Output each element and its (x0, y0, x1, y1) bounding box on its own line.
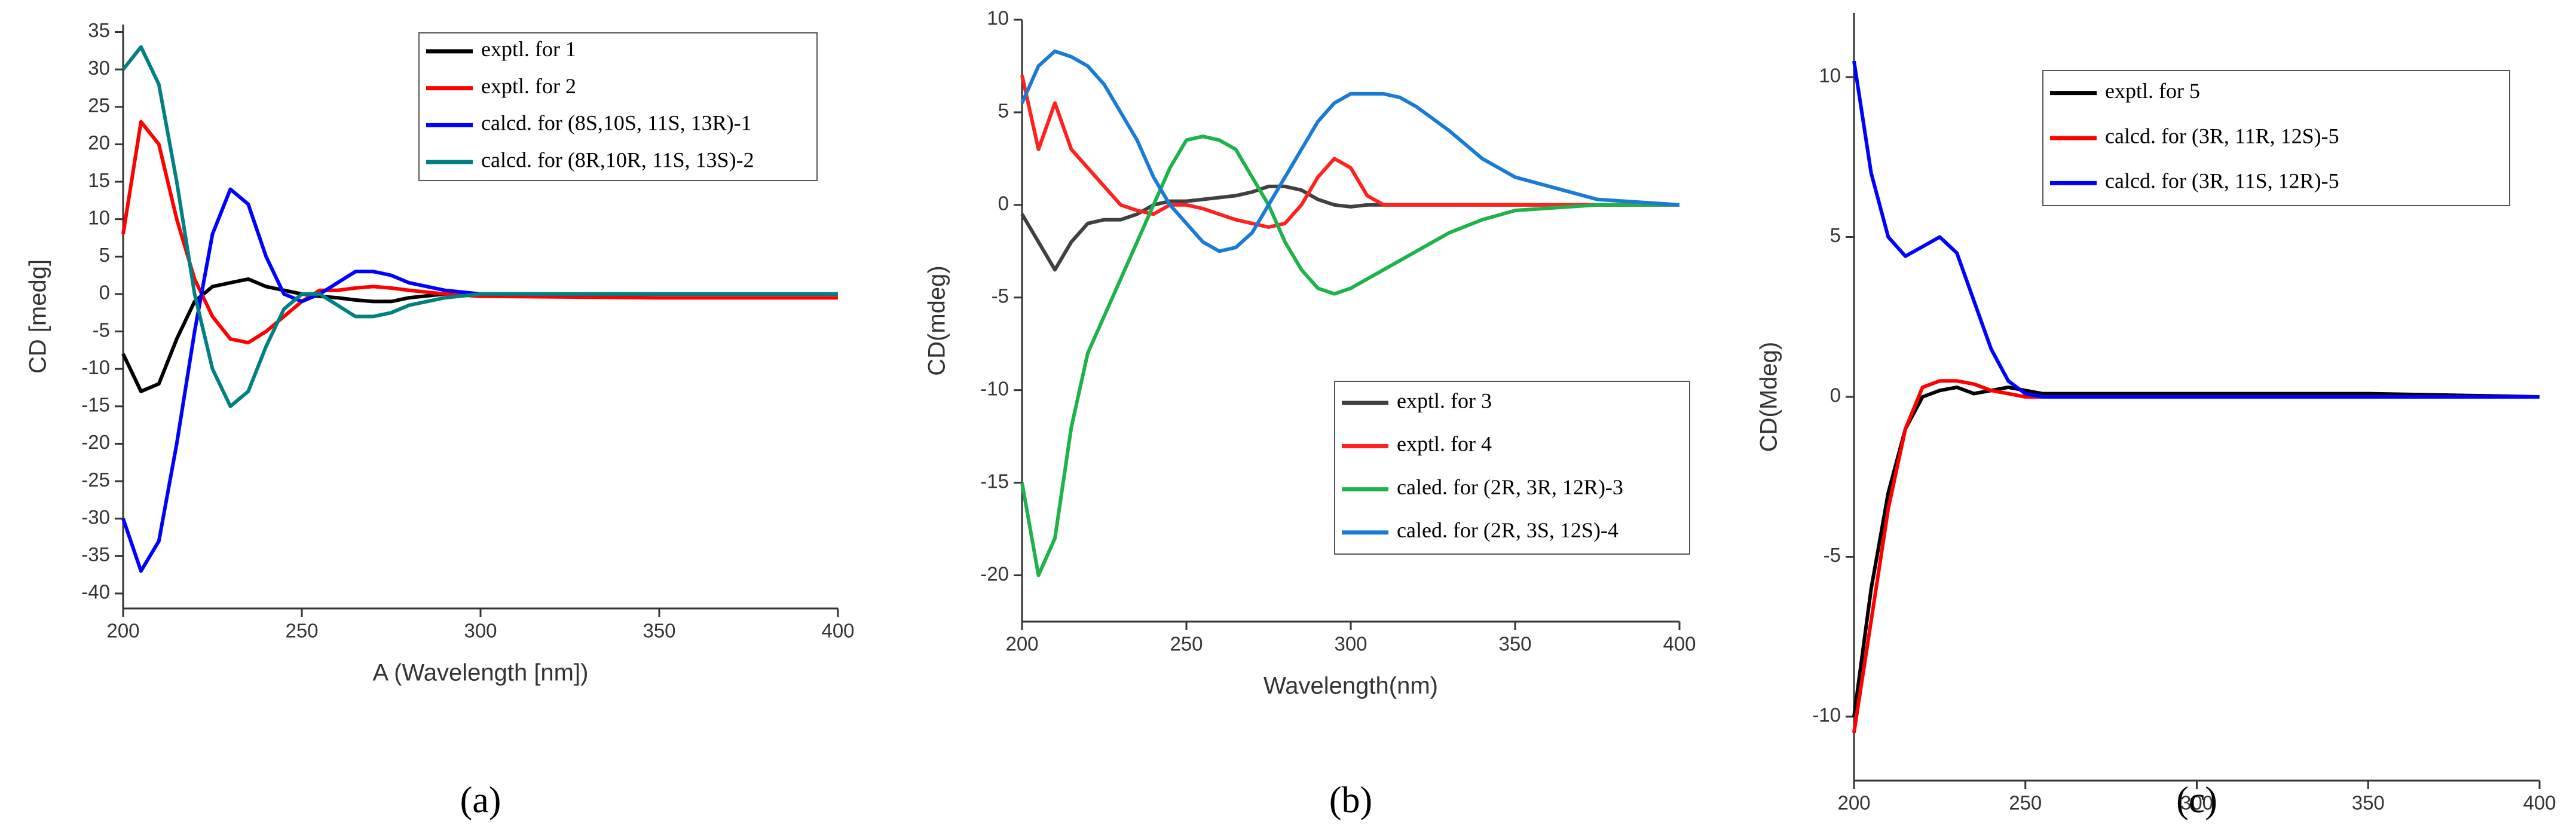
legend-box (1334, 381, 1690, 555)
y-tick-label: 30 (88, 57, 110, 79)
y-tick-label: 10 (88, 206, 110, 228)
y-axis-label: CD(Mdeg) (1756, 342, 1782, 452)
data-line (121, 45, 838, 408)
legend-label: exptl. for 4 (1397, 432, 1492, 456)
y-axis-label: CD(mdeg) (924, 265, 950, 375)
y-tick-label: 10 (1819, 65, 1841, 87)
y-tick-label: -10 (980, 377, 1009, 399)
panel-label: (c) (2176, 780, 2217, 821)
y-tick-label: 0 (99, 282, 110, 304)
x-axis-label: A (Wavelength [nm]) (373, 660, 589, 686)
y-tick-label: -5 (992, 285, 1009, 307)
y-tick-label: -10 (1812, 704, 1841, 726)
x-tick-label: 400 (2523, 792, 2556, 814)
data-line (1852, 379, 2540, 733)
y-axis-label: CD [medg] (25, 259, 51, 374)
x-tick-label: 350 (643, 620, 675, 642)
x-tick-label: 350 (2352, 792, 2385, 814)
y-tick-label: -30 (81, 506, 110, 528)
x-axis-label: Wavelength (nm) (2106, 832, 2287, 835)
y-tick-label: -20 (980, 562, 1009, 585)
x-tick-label: 250 (2009, 792, 2042, 814)
x-tick-label: 400 (1663, 633, 1696, 655)
y-tick-label: -25 (81, 469, 110, 491)
y-tick-label: 5 (998, 100, 1009, 122)
x-tick-label: 350 (1498, 633, 1531, 655)
legend-label: calcd. for (3R, 11S, 12R)-5 (2105, 169, 2339, 193)
y-tick-label: -10 (81, 356, 110, 378)
y-tick-label: 5 (99, 244, 110, 266)
y-tick-label: -5 (1824, 544, 1841, 566)
x-tick-label: 250 (1170, 633, 1203, 655)
legend-label: calcd. for (8S,10S, 11S, 13R)-1 (481, 111, 752, 135)
legend-label: exptl. for 2 (481, 74, 576, 98)
y-tick-label: -20 (81, 431, 110, 453)
y-tick-label: 25 (88, 94, 110, 117)
y-tick-label: 15 (88, 169, 110, 191)
legend-label: caled. for (2R, 3R, 12R)-3 (1397, 475, 1623, 499)
x-tick-label: 300 (464, 620, 497, 642)
x-axis-label: Wavelength(nm) (1263, 673, 1438, 699)
y-tick-label: 10 (987, 7, 1009, 29)
y-tick-label: -5 (93, 319, 110, 341)
y-tick-label: 35 (88, 19, 110, 41)
panel-label: (a) (460, 780, 501, 821)
data-line (1020, 49, 1680, 253)
data-line (121, 187, 838, 573)
x-tick-label: 400 (821, 620, 854, 642)
legend-label: calcd. for (8R,10R, 11S, 13S)-2 (481, 148, 754, 172)
legend-label: calcd. for (3R, 11R, 12S)-5 (2105, 124, 2339, 148)
y-tick-label: 20 (88, 131, 110, 154)
legend-box (418, 32, 818, 181)
data-line (1020, 134, 1679, 577)
y-tick-label: -15 (81, 394, 110, 416)
data-line (1852, 385, 2540, 717)
y-tick-label: -15 (980, 470, 1009, 492)
legend-label: exptl. for 1 (481, 37, 576, 61)
x-tick-label: 200 (1837, 792, 1870, 814)
x-tick-label: 250 (285, 620, 318, 642)
y-tick-label: 5 (1830, 224, 1841, 246)
legend-label: exptl. for 3 (1397, 389, 1492, 412)
x-tick-label: 300 (2180, 792, 2213, 814)
y-tick-label: 0 (1830, 384, 1841, 406)
x-tick-label: 200 (1005, 633, 1038, 655)
legend-box (2042, 70, 2510, 206)
x-tick-label: 300 (1334, 633, 1367, 655)
y-tick-label: -40 (81, 581, 110, 603)
y-tick-label: -35 (81, 543, 110, 565)
legend-label: exptl. for 5 (2105, 79, 2200, 103)
y-tick-label: 0 (998, 192, 1009, 215)
x-tick-label: 200 (106, 620, 139, 642)
legend-label: caled. for (2R, 3S, 12S)-4 (1397, 518, 1619, 542)
data-line (1852, 60, 2540, 399)
panel-label: (b) (1329, 780, 1372, 821)
data-line (1020, 75, 1679, 229)
data-line (1020, 184, 1679, 272)
